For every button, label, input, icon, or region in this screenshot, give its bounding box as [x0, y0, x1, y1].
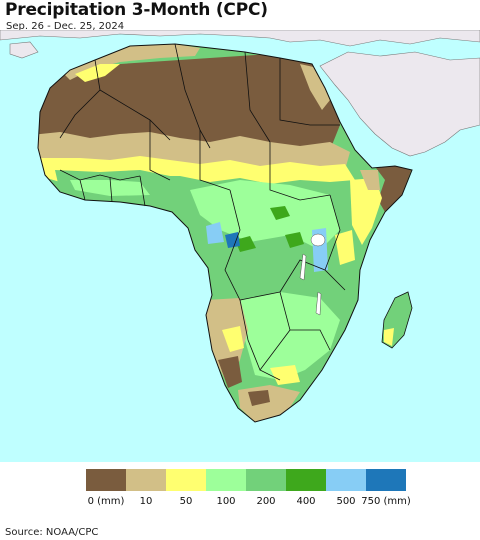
- legend-swatch-5: [286, 469, 326, 491]
- map-subtitle: Sep. 26 - Dec. 25, 2024: [6, 21, 125, 32]
- legend-swatch-2: [166, 469, 206, 491]
- legend-swatch-0: [86, 469, 126, 491]
- non-africa-land: [0, 30, 480, 157]
- zone-horn-light: [350, 178, 382, 245]
- precipitation-map: [0, 30, 480, 462]
- legend-label-0: 0 (mm): [87, 496, 125, 507]
- madagascar-yellow: [384, 328, 394, 346]
- zone-west-light: [70, 180, 150, 196]
- zone-south-yellow: [270, 365, 300, 385]
- legend-label-4: 200: [256, 496, 276, 507]
- legend-label-3: 100: [216, 496, 236, 507]
- legend-label-1: 10: [139, 496, 153, 507]
- legend-swatch-4: [246, 469, 286, 491]
- legend-swatch-7: [366, 469, 406, 491]
- zone-east-yellow: [335, 230, 355, 265]
- legend-label-5: 400: [296, 496, 316, 507]
- lake-victoria: [310, 233, 326, 247]
- zone-nile: [300, 64, 330, 110]
- zone-blue-1: [206, 222, 224, 244]
- zone-south-light: [240, 292, 340, 380]
- legend-swatch-3: [206, 469, 246, 491]
- legend-label-7: 750 (mm): [361, 496, 411, 507]
- zone-horn-tan: [360, 170, 380, 190]
- legend-swatch-1: [126, 469, 166, 491]
- zone-central-light: [190, 180, 340, 250]
- zone-namibia-yellow: [222, 326, 244, 352]
- zone-sahara: [38, 50, 340, 152]
- zone-south-tip-dark: [248, 390, 270, 406]
- legend-label-2: 50: [179, 496, 193, 507]
- zone-north-coast: [60, 44, 200, 80]
- legend-labels: 0 (mm) 10 50 100 200 400 500 750 (mm): [0, 496, 480, 510]
- country-borders: [37, 43, 413, 423]
- zone-blue-2: [225, 232, 240, 248]
- source-credit: Source: NOAA/CPC: [5, 527, 99, 538]
- legend-swatch-6: [326, 469, 366, 491]
- zone-namibia-dark: [218, 356, 242, 388]
- zone-congo-dark-3: [285, 232, 304, 248]
- lake-malawi: [315, 291, 322, 316]
- legend-label-6: 500: [336, 496, 356, 507]
- zone-congo-dark-1: [270, 206, 290, 220]
- lake-tanganyika: [299, 253, 307, 281]
- lakes: [299, 233, 326, 316]
- legend-color-bar: [86, 469, 406, 491]
- zone-congo-dark-2: [235, 236, 256, 252]
- map-title: Precipitation 3-Month (CPC): [5, 0, 268, 20]
